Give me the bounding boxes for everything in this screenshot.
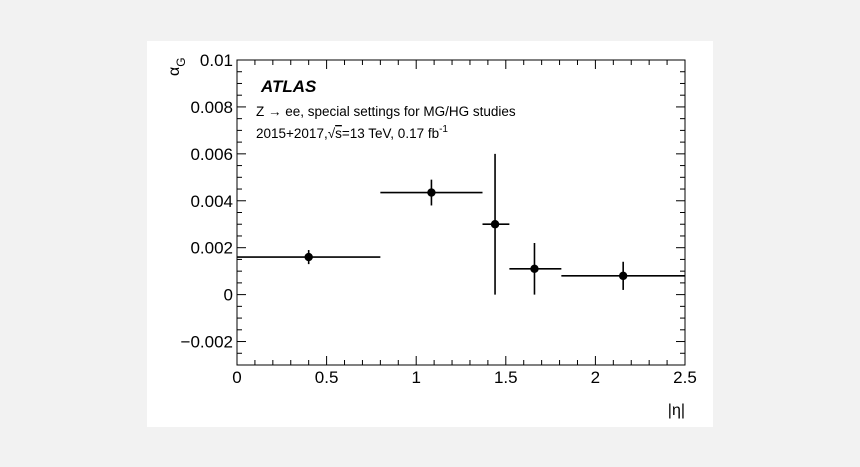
data-point-group bbox=[237, 250, 381, 265]
atlas-label: ATLAS bbox=[260, 77, 317, 96]
figure-panel bbox=[147, 41, 713, 427]
y-axis-title: αG bbox=[166, 57, 188, 76]
x-tick-label: 1 bbox=[411, 368, 420, 387]
data-point bbox=[618, 271, 628, 281]
dataset-s: s bbox=[335, 126, 342, 141]
lumi-exponent: -1 bbox=[439, 124, 448, 135]
y-tick-label: 0.008 bbox=[190, 98, 233, 117]
y-tick-label: 0.002 bbox=[190, 239, 233, 258]
data-point-group bbox=[561, 261, 685, 290]
dataset-energy: =13 TeV, 0.17 fb bbox=[342, 126, 439, 141]
data-point-group bbox=[380, 179, 483, 206]
x-tick-label: 1.5 bbox=[494, 368, 518, 387]
x-axis-title: |η| bbox=[668, 402, 685, 419]
ticks-layer bbox=[236, 59, 686, 366]
data-point bbox=[304, 252, 313, 262]
x-tick-label: 0 bbox=[232, 368, 241, 387]
data-point bbox=[427, 188, 436, 197]
data-point bbox=[530, 264, 539, 274]
dataset-prefix: 2015+2017, bbox=[256, 126, 328, 141]
tick-labels: 0 0.5 1 1.5 2 2.5 −0.002 0 0.002 0.004 0.006 0.008 0… bbox=[181, 51, 697, 387]
data-point-group bbox=[482, 153, 510, 295]
data-point bbox=[490, 220, 500, 229]
dataset-annotation: 2015+2017,√s=13 TeV, 0.17 fb-1 bbox=[256, 124, 448, 141]
x-tick-label: 2 bbox=[591, 368, 600, 387]
x-tick-label: 0.5 bbox=[315, 368, 339, 387]
process-annotation: Z → ee, special settings for MG/HG studi… bbox=[256, 104, 516, 119]
y-axis-symbol: α bbox=[166, 67, 183, 76]
y-axis-subscript: G bbox=[174, 57, 188, 66]
svg-text:αG: αG bbox=[166, 57, 188, 76]
data-point-group bbox=[509, 243, 562, 295]
y-tick-label: 0 bbox=[224, 286, 233, 305]
y-tick-label: 0.01 bbox=[200, 51, 233, 70]
y-tick-label: 0.006 bbox=[190, 145, 233, 164]
data-layer bbox=[237, 153, 685, 295]
x-tick-label: 2.5 bbox=[673, 368, 697, 387]
y-tick-label: −0.002 bbox=[181, 333, 233, 352]
y-tick-label: 0.004 bbox=[190, 192, 233, 211]
sqrt-symbol: √ bbox=[328, 126, 336, 141]
